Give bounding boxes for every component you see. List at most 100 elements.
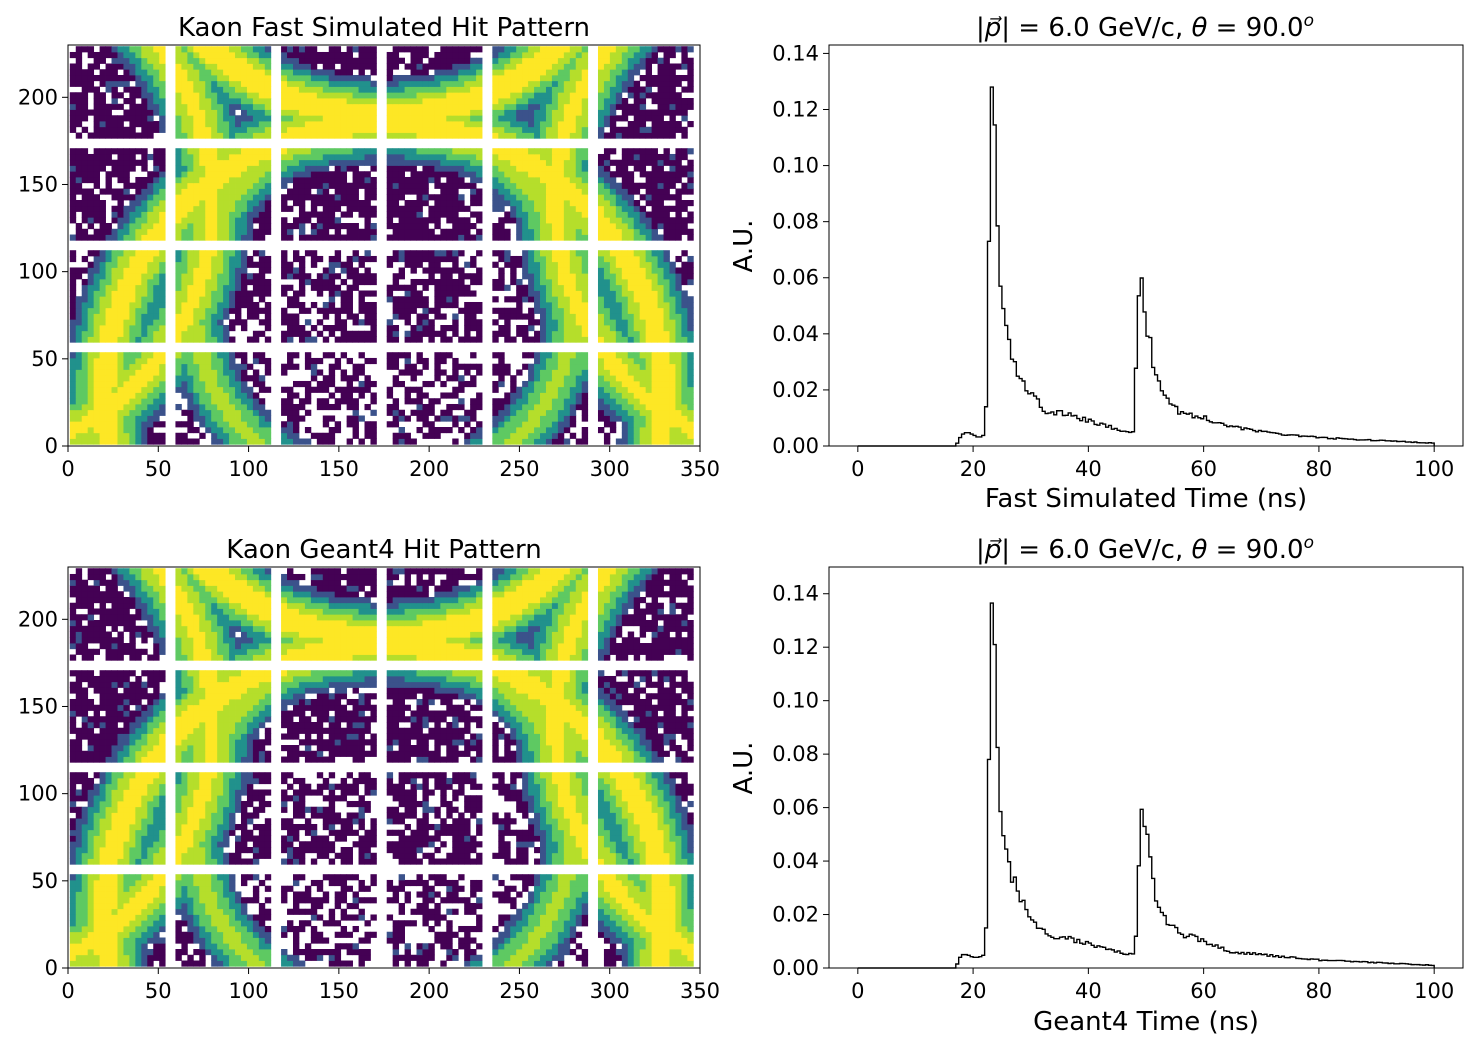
hit-cell xyxy=(440,121,447,128)
hit-cell xyxy=(252,432,260,439)
hit-cell xyxy=(621,313,629,320)
hit-cell xyxy=(476,159,483,166)
hit-cell xyxy=(681,148,688,155)
hit-cell xyxy=(181,46,188,53)
hit-cell xyxy=(492,432,499,439)
hit-cell xyxy=(557,386,565,393)
hit-cell xyxy=(398,148,405,155)
hit-cell xyxy=(398,57,405,64)
hit-cell xyxy=(657,421,664,428)
hit-cell xyxy=(193,98,200,105)
hit-cell xyxy=(87,234,95,241)
hit-cell xyxy=(609,250,617,257)
hit-cell xyxy=(135,182,142,189)
hit-cell xyxy=(340,194,348,201)
hit-cell xyxy=(504,398,511,405)
hit-cell xyxy=(99,296,106,303)
hit-cell xyxy=(87,74,95,82)
hit-cell xyxy=(175,98,182,105)
hit-cell xyxy=(252,234,260,241)
hit-cell xyxy=(416,386,423,393)
hit-cell xyxy=(211,398,218,405)
hit-cell xyxy=(93,74,100,82)
hit-cell xyxy=(569,290,577,297)
hit-cell xyxy=(340,307,348,314)
hit-cell xyxy=(370,63,377,70)
hit-cell xyxy=(510,267,517,274)
hit-cell xyxy=(223,194,230,201)
hit-cell xyxy=(657,200,664,207)
hit-cell xyxy=(229,409,236,416)
hit-cell xyxy=(93,357,100,365)
hit-cell xyxy=(252,109,260,116)
hit-cell xyxy=(141,46,148,53)
hit-cell xyxy=(141,363,148,370)
hit-cell xyxy=(187,403,194,411)
hit-cell xyxy=(440,330,447,337)
hit-cell xyxy=(310,211,318,218)
hit-cell xyxy=(229,46,236,53)
hit-cell xyxy=(205,98,212,105)
hit-cell xyxy=(69,432,77,439)
hit-cell xyxy=(358,69,365,76)
hit-cell xyxy=(603,438,611,445)
hit-cell xyxy=(669,409,676,416)
hit-cell xyxy=(540,261,547,268)
hit-cell xyxy=(99,153,106,161)
hit-cell xyxy=(322,200,330,207)
hit-cell xyxy=(87,398,95,405)
hit-cell xyxy=(603,296,611,303)
hit-cell xyxy=(386,148,394,155)
hit-cell xyxy=(117,273,124,280)
hit-cell xyxy=(135,336,142,343)
hit-cell xyxy=(476,148,483,155)
hit-cell xyxy=(328,194,336,201)
hit-cell xyxy=(322,313,330,320)
hit-cell xyxy=(147,51,154,59)
hit-cell xyxy=(492,319,499,326)
hit-cell xyxy=(498,380,505,388)
hit-cell xyxy=(416,176,423,184)
hit-cell xyxy=(246,109,254,116)
hit-cell xyxy=(287,392,294,399)
hit-cell xyxy=(129,46,136,53)
hit-cell xyxy=(193,352,200,359)
hit-cell xyxy=(392,403,400,411)
hit-cell xyxy=(609,409,617,416)
hit-cell xyxy=(551,363,559,370)
hit-cell xyxy=(287,228,294,235)
hit-cell xyxy=(87,273,95,280)
hit-cell xyxy=(404,296,411,303)
hit-cell xyxy=(105,153,112,161)
hit-cell xyxy=(81,46,89,53)
hit-cell xyxy=(205,126,212,133)
hit-cell xyxy=(240,121,248,128)
hit-cell xyxy=(334,171,342,178)
hit-cell xyxy=(93,278,100,286)
hit-cell xyxy=(281,74,288,82)
hit-cell xyxy=(657,217,664,224)
hit-cell xyxy=(669,153,676,161)
hit-cell xyxy=(370,228,377,235)
hit-cell xyxy=(246,98,254,105)
hit-cell xyxy=(422,153,429,161)
hit-cell xyxy=(175,115,182,122)
hit-cell xyxy=(669,325,676,332)
hit-cell xyxy=(181,121,188,128)
hit-cell xyxy=(404,228,411,235)
hit-cell xyxy=(663,352,670,359)
hit-cell xyxy=(264,301,272,309)
hit-cell xyxy=(316,165,324,172)
hit-cell xyxy=(428,126,435,133)
hit-cell xyxy=(476,80,483,87)
hit-cell xyxy=(264,415,272,422)
hit-cell xyxy=(93,255,100,263)
hit-cell xyxy=(358,363,365,370)
hit-cell xyxy=(434,290,441,297)
hit-cell xyxy=(392,336,400,343)
hit-cell xyxy=(235,165,242,172)
hit-cell xyxy=(316,234,324,241)
hit-cell xyxy=(175,153,182,161)
hit-cell xyxy=(211,188,218,195)
hit-cell xyxy=(181,63,188,70)
